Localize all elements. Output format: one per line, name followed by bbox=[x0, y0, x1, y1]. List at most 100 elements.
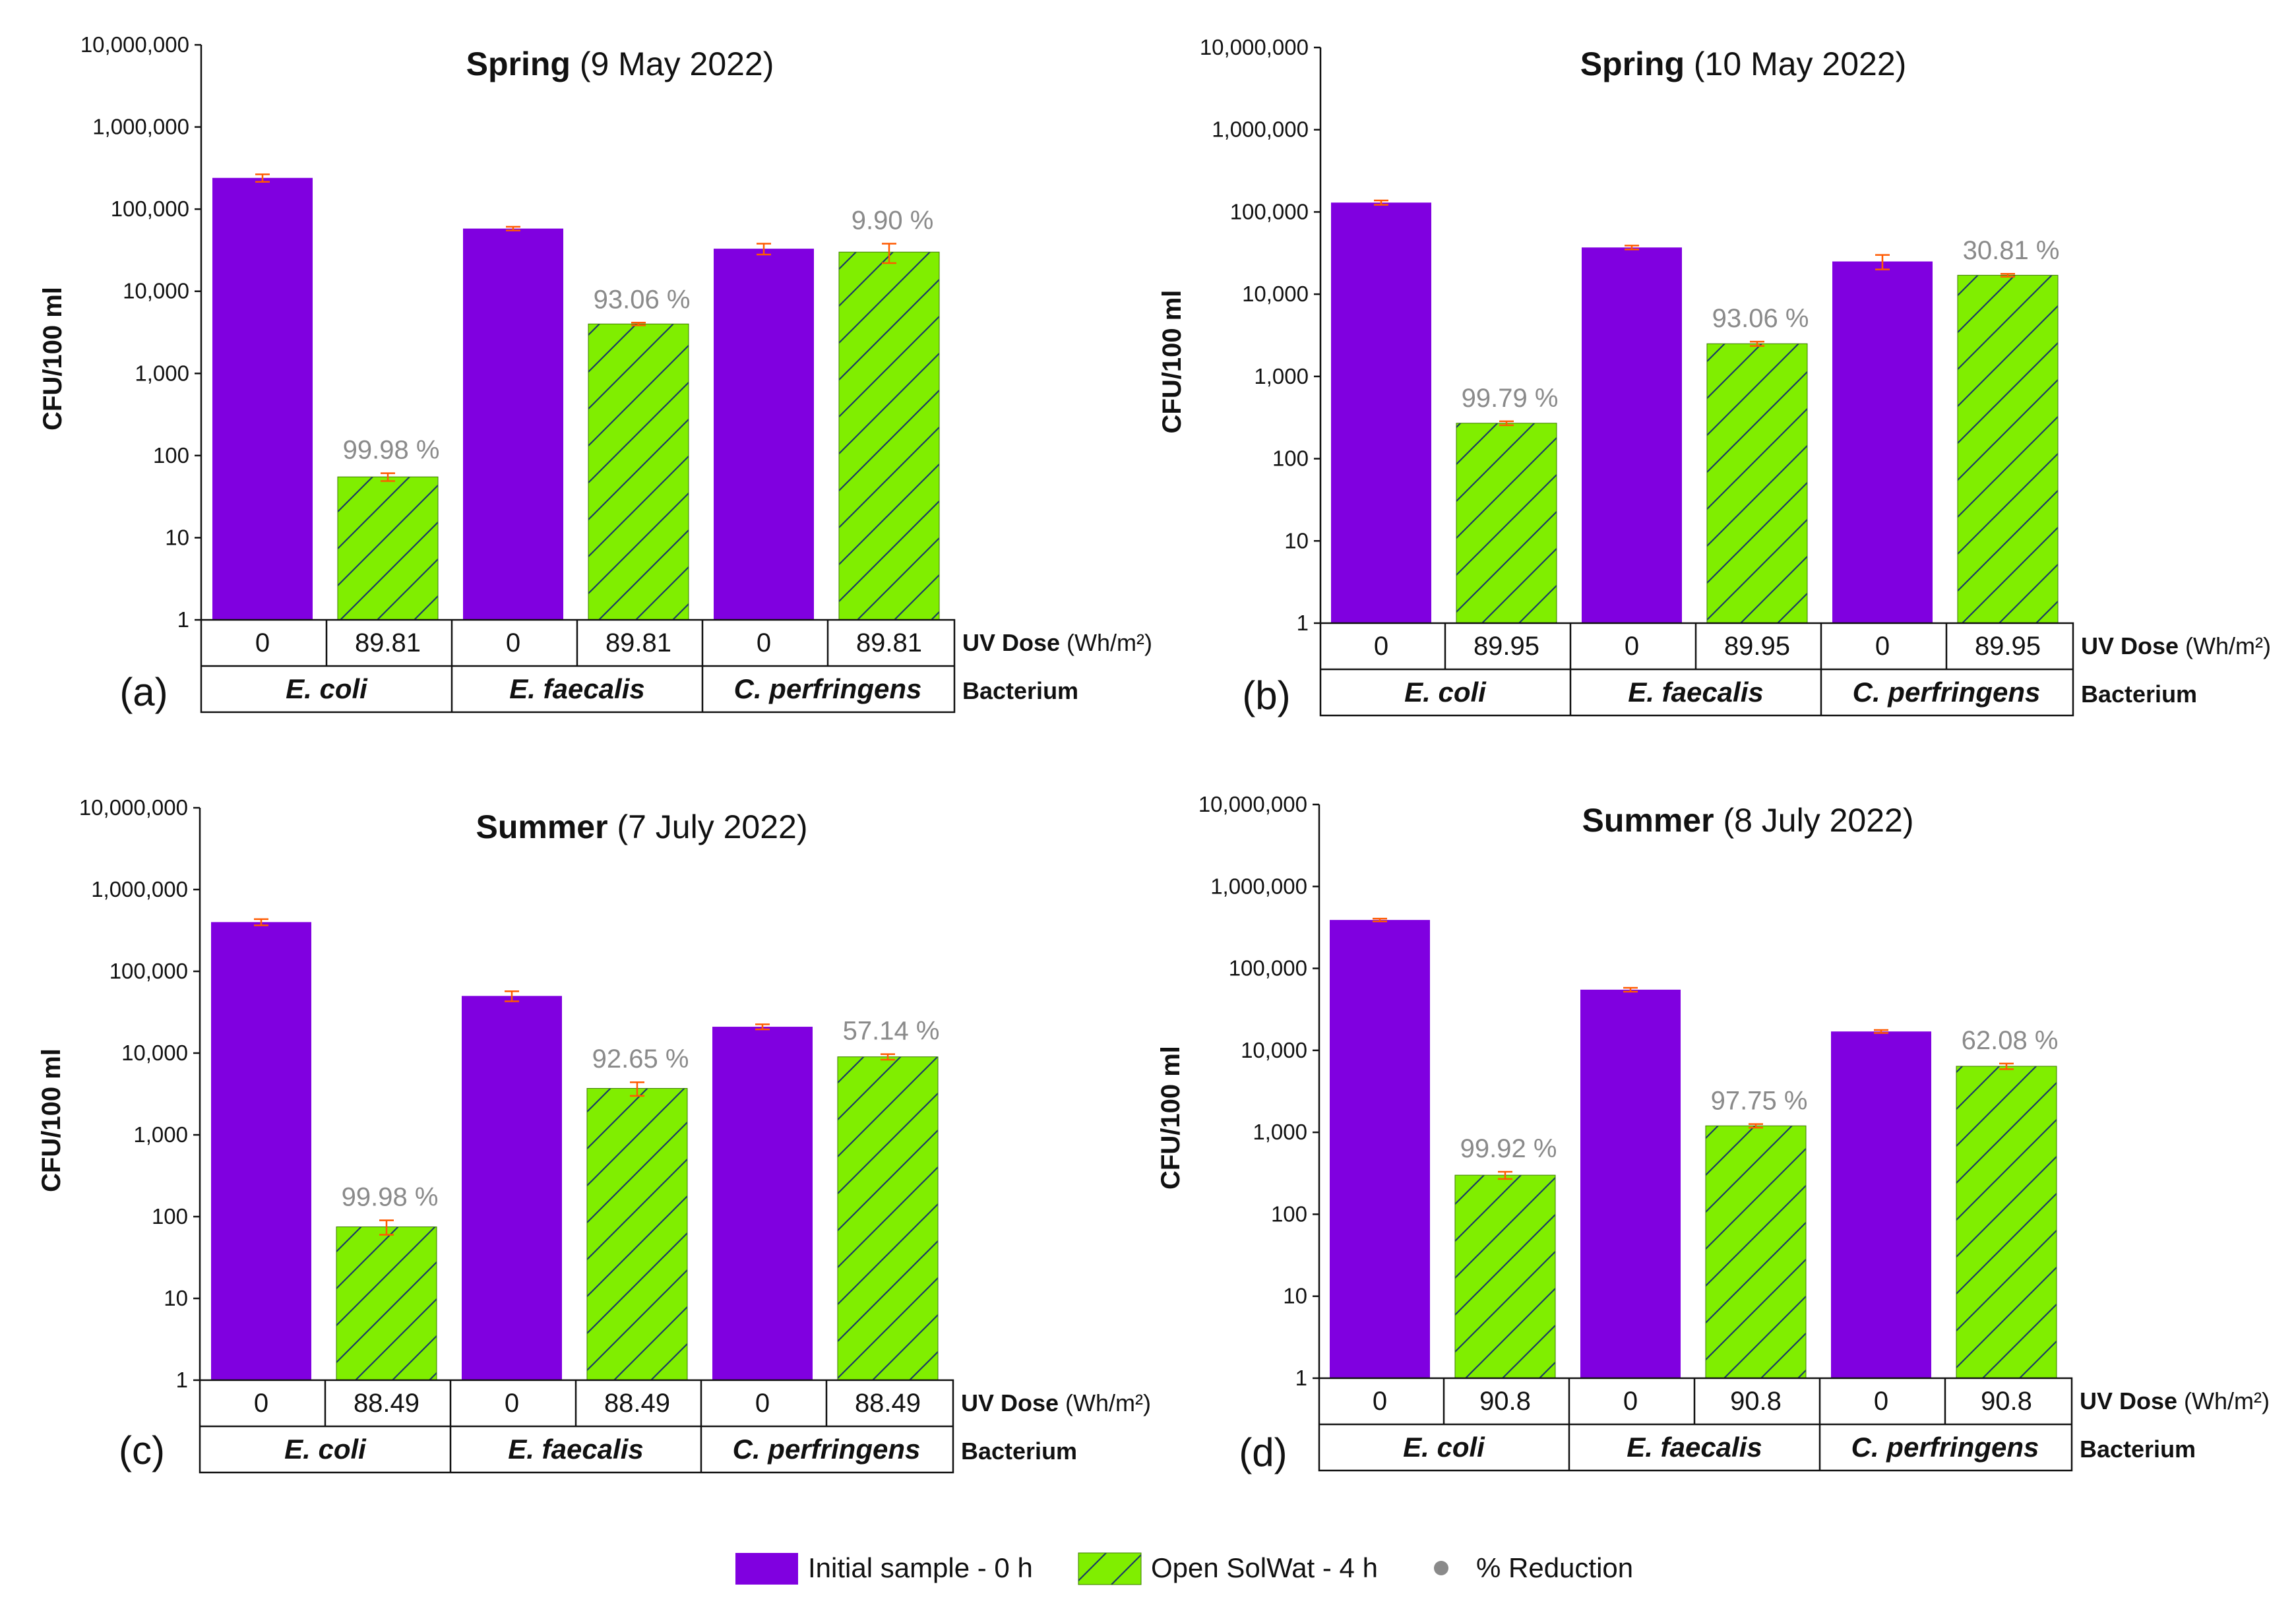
y-tick-label: 10,000 bbox=[123, 279, 189, 303]
y-tick-label: 1,000,000 bbox=[1210, 874, 1307, 898]
bar-solwat-1 bbox=[586, 1088, 688, 1381]
y-tick-label: 100 bbox=[153, 443, 189, 468]
uv-dose-cell: 89.81 bbox=[856, 628, 922, 657]
uv-dose-cell: 89.95 bbox=[1975, 632, 2041, 661]
uv-dose-cell: 89.81 bbox=[605, 628, 671, 657]
bar-initial-1 bbox=[1582, 247, 1682, 623]
y-tick-label: 10 bbox=[164, 1286, 188, 1310]
chart-title: Spring (10 May 2022) bbox=[1580, 45, 1907, 82]
y-tick-label: 1 bbox=[177, 607, 189, 632]
bacterium-cell: E. coli bbox=[1403, 1432, 1485, 1463]
bacterium-cell: E. faecalis bbox=[508, 1434, 643, 1465]
bar-initial-0 bbox=[1330, 920, 1430, 1378]
y-axis-label: CFU/100 ml bbox=[1158, 290, 1187, 434]
y-tick-label: 10,000 bbox=[1241, 1038, 1307, 1062]
bar-solwat-0 bbox=[1456, 423, 1557, 624]
y-axis-label: CFU/100 ml bbox=[38, 287, 67, 431]
uv-dose-cell: 0 bbox=[1874, 1387, 1888, 1416]
uv-dose-cell: 0 bbox=[1625, 632, 1639, 661]
bar-initial-2 bbox=[1831, 1031, 1931, 1378]
uv-dose-cell: 0 bbox=[1374, 632, 1388, 661]
bar-initial-0 bbox=[1331, 202, 1431, 623]
chart-panel-d: Summer (8 July 2022) 10,000,000 1,000,000 1… bbox=[1156, 792, 2270, 1474]
y-tick-label: 10,000 bbox=[121, 1041, 188, 1065]
uv-dose-cell: 90.8 bbox=[1730, 1387, 1782, 1416]
bar-initial-2 bbox=[714, 249, 814, 620]
y-tick-label: 10,000,000 bbox=[1200, 35, 1309, 59]
reduction-label: 93.06 % bbox=[594, 285, 691, 314]
bacterium-row-label: Bacterium bbox=[2081, 681, 2197, 708]
bar-initial-1 bbox=[1580, 989, 1681, 1378]
y-tick-label: 100,000 bbox=[111, 197, 189, 221]
reduction-label: 93.06 % bbox=[1712, 304, 1809, 333]
bar-solwat-1 bbox=[1706, 343, 1808, 624]
bacterium-row-label: Bacterium bbox=[961, 1438, 1077, 1465]
y-tick-label: 1,000,000 bbox=[1212, 117, 1309, 142]
bar-solwat-1 bbox=[588, 323, 689, 621]
uv-dose-cell: 88.49 bbox=[604, 1389, 670, 1418]
bacterium-cell: C. perfringens bbox=[1853, 677, 2041, 708]
bacterium-row-label: Bacterium bbox=[962, 677, 1078, 704]
chart-panel-a: Spring (9 May 2022)10,000,0001,000,00010… bbox=[38, 32, 1152, 714]
bacterium-row-label: Bacterium bbox=[2080, 1436, 2196, 1463]
uv-dose-cell: 0 bbox=[1623, 1387, 1638, 1416]
uv-dose-cell: 90.8 bbox=[1479, 1387, 1531, 1416]
y-tick-label: 10 bbox=[1284, 528, 1309, 553]
y-tick-label: 100 bbox=[1272, 446, 1309, 471]
panel-label: (a) bbox=[119, 670, 168, 714]
bacterium-cell: C. perfringens bbox=[733, 1434, 921, 1465]
bacterium-cell: E. faecalis bbox=[509, 673, 644, 704]
uv-dose-cell: 90.8 bbox=[1981, 1387, 2032, 1416]
uv-dose-cell: 0 bbox=[506, 628, 520, 657]
uv-dose-cell: 89.81 bbox=[355, 628, 421, 657]
uv-dose-cell: 0 bbox=[1875, 632, 1890, 661]
y-axis-label: CFU/100 ml bbox=[37, 1048, 66, 1192]
bar-solwat-2 bbox=[837, 1056, 939, 1381]
bar-initial-0 bbox=[212, 177, 313, 620]
chart-panel-c: Summer (7 July 2022) 10,000,000 1,000,000 1… bbox=[37, 795, 1151, 1474]
bar-solwat-2 bbox=[838, 251, 940, 621]
bar-initial-2 bbox=[712, 1027, 813, 1380]
reduction-label: 62.08 % bbox=[1962, 1026, 2059, 1055]
chart-title: Summer (8 July 2022) bbox=[1582, 802, 1913, 839]
uv-dose-cell: 88.49 bbox=[855, 1389, 921, 1418]
bar-initial-0 bbox=[211, 922, 311, 1380]
legend-label: Initial sample - 0 h bbox=[808, 1552, 1033, 1583]
legend-label: % Reduction bbox=[1476, 1552, 1633, 1583]
reduction-label: 30.81 % bbox=[1963, 236, 2060, 265]
y-tick-label: 10,000,000 bbox=[1198, 792, 1307, 816]
y-tick-label: 100 bbox=[152, 1204, 188, 1228]
bacterium-cell: C. perfringens bbox=[734, 673, 922, 704]
y-tick-label: 1,000,000 bbox=[92, 115, 189, 139]
y-tick-label: 10,000 bbox=[1242, 282, 1309, 306]
chart-panel-b: Spring (10 May 2022) 10,000,000 1,000,000 1… bbox=[1158, 35, 2271, 717]
reduction-label: 99.98 % bbox=[342, 1183, 439, 1212]
uv-dose-cell: 89.95 bbox=[1724, 632, 1790, 661]
bar-solwat-0 bbox=[1454, 1174, 1556, 1379]
uv-dose-cell: 0 bbox=[755, 1389, 770, 1418]
y-axis-label: CFU/100 ml bbox=[1156, 1046, 1185, 1190]
y-tick-label: 1,000 bbox=[1254, 364, 1309, 388]
uv-dose-cell: 88.49 bbox=[354, 1389, 419, 1418]
chart-title: Spring (9 May 2022) bbox=[466, 45, 774, 82]
bar-solwat-2 bbox=[1956, 1066, 2057, 1379]
y-tick-label: 10 bbox=[165, 525, 189, 549]
reduction-label: 97.75 % bbox=[1711, 1087, 1808, 1116]
bacterium-cell: E. coli bbox=[1404, 677, 1487, 708]
panel-label: (d) bbox=[1239, 1430, 1287, 1474]
panel-label: (b) bbox=[1242, 673, 1290, 717]
y-tick-label: 100,000 bbox=[1230, 199, 1309, 224]
y-tick-label: 10 bbox=[1283, 1284, 1307, 1308]
uv-dose-row-label: UV Dose (Wh/m²) bbox=[2081, 632, 2271, 659]
uv-dose-row-label: UV Dose (Wh/m²) bbox=[961, 1389, 1151, 1416]
y-tick-label: 10,000,000 bbox=[79, 795, 188, 820]
bacterium-cell: E. faecalis bbox=[1627, 1432, 1762, 1463]
y-tick-label: 100,000 bbox=[1229, 956, 1307, 981]
uv-dose-cell: 0 bbox=[1373, 1387, 1387, 1416]
bacterium-cell: C. perfringens bbox=[1851, 1432, 2039, 1463]
bar-initial-1 bbox=[463, 228, 563, 620]
y-tick-label: 100 bbox=[1271, 1201, 1307, 1226]
uv-dose-row-label: UV Dose (Wh/m²) bbox=[2080, 1387, 2270, 1414]
y-tick-label: 1 bbox=[1297, 611, 1309, 635]
